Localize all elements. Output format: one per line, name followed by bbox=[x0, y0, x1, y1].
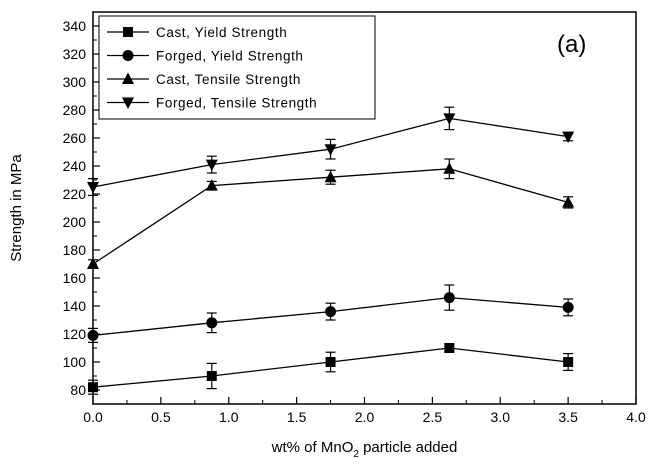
y-tick-label: 180 bbox=[63, 242, 87, 258]
y-tick-label: 280 bbox=[63, 102, 87, 118]
x-tick-label: 3.5 bbox=[558, 409, 578, 425]
legend: Cast, Yield Strength Forged, Yield Streng… bbox=[98, 15, 376, 120]
data-point bbox=[324, 170, 337, 183]
x-axis-title-subscript: 2 bbox=[353, 449, 359, 460]
legend-marker bbox=[122, 50, 134, 61]
data-point bbox=[563, 357, 574, 367]
legend-label: Cast, Tensile Strength bbox=[156, 72, 301, 87]
panel-label: (a) bbox=[557, 31, 586, 58]
data-point bbox=[562, 301, 574, 313]
series-2 bbox=[87, 284, 574, 343]
x-axis-title-main: wt% of MnO bbox=[271, 439, 354, 456]
y-tick-label: 260 bbox=[63, 130, 87, 146]
y-tick-label: 320 bbox=[63, 46, 87, 62]
legend-entry: Cast, Tensile Strength bbox=[107, 72, 301, 87]
data-point bbox=[325, 357, 336, 367]
x-tick-label: 3.0 bbox=[491, 409, 511, 425]
legend-label: Forged, Yield Strength bbox=[156, 49, 304, 64]
y-tick-label: 160 bbox=[63, 270, 87, 286]
legend-marker bbox=[123, 27, 133, 37]
x-tick-label: 0.0 bbox=[83, 409, 103, 425]
plot-frame bbox=[92, 11, 637, 405]
x-axis-title: wt% of MnO2 particle added bbox=[271, 439, 458, 460]
x-tick-label: 1.0 bbox=[219, 409, 239, 425]
data-point bbox=[562, 131, 575, 144]
legend-entry: Forged, Yield Strength bbox=[107, 49, 304, 64]
data-point bbox=[324, 144, 337, 156]
data-point bbox=[443, 292, 455, 304]
legend-marker bbox=[122, 97, 134, 109]
y-tick-label: 120 bbox=[63, 326, 87, 342]
legend-marker bbox=[122, 72, 134, 84]
y-tick-label: 220 bbox=[63, 186, 87, 202]
x-tick-label: 2.5 bbox=[423, 409, 443, 425]
data-point bbox=[206, 317, 218, 329]
x-tick-label: 1.5 bbox=[287, 409, 307, 425]
series-layer bbox=[87, 106, 575, 395]
legend-label: Forged, Tensile Strength bbox=[156, 96, 317, 111]
legend-box bbox=[98, 15, 376, 120]
data-point bbox=[443, 113, 456, 125]
y-tick-label: 140 bbox=[63, 298, 87, 314]
y-tick-label: 100 bbox=[63, 354, 87, 370]
data-point bbox=[205, 179, 218, 191]
data-point bbox=[444, 343, 455, 353]
data-point bbox=[325, 306, 337, 318]
series-1 bbox=[88, 343, 574, 395]
y-tick-label: 200 bbox=[63, 214, 87, 230]
legend-label: Cast, Yield Strength bbox=[156, 25, 287, 40]
x-axis-title-suffix: particle added bbox=[359, 439, 457, 456]
data-point bbox=[562, 195, 575, 208]
y-axis-title: Strength in MPa bbox=[8, 154, 25, 262]
x-tick-label: 0.5 bbox=[151, 409, 171, 425]
y-tick-label: 80 bbox=[70, 382, 86, 398]
y-tick-label: 300 bbox=[63, 74, 87, 90]
legend-entry: Cast, Yield Strength bbox=[107, 25, 287, 40]
data-point bbox=[443, 162, 456, 174]
y-tick-label: 340 bbox=[63, 18, 87, 34]
legend-entries: Cast, Yield Strength Forged, Yield Streng… bbox=[107, 25, 317, 111]
data-point bbox=[206, 371, 217, 381]
data-point bbox=[205, 159, 218, 172]
tick-labels: 0.0 0.5 1.0 1.5 2.0 2.5 3.0 3.5 4.0 80 100 120 140 16… bbox=[63, 18, 646, 425]
series-3 bbox=[87, 158, 575, 269]
x-tick-label: 4.0 bbox=[626, 409, 646, 425]
legend-entry: Forged, Tensile Strength bbox=[107, 96, 317, 111]
x-tick-label: 2.0 bbox=[355, 409, 375, 425]
y-tick-label: 240 bbox=[63, 158, 87, 174]
